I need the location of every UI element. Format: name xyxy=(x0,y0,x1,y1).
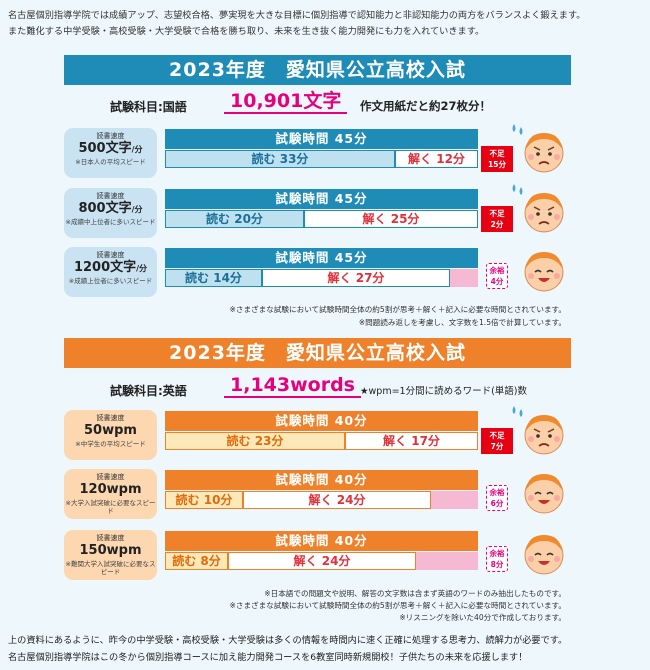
reading-speed-box: 読書速度 150wpm ※難関大学入試突破に必要なスピード xyxy=(64,530,157,580)
exam-time-header: 試験時間 45分 xyxy=(165,248,478,268)
reading-speed-label: 読書速度 xyxy=(96,534,125,542)
solving-time-bar: 解く 25分 xyxy=(304,210,478,228)
reading-speed-description: ※成績中上位者に多いスピード xyxy=(65,218,156,226)
solving-time-bar: 解く 24分 xyxy=(228,552,416,570)
english-footnote-1: ※日本語での問題文や説明、解答の文字数は含まず英語のワードのみ抽出したものです。 xyxy=(264,589,566,598)
status-minutes: 15分 xyxy=(488,160,506,169)
reading-speed-description: ※中学生の平均スピード xyxy=(75,440,146,448)
spare-time-bar xyxy=(416,552,478,570)
status-word: 余裕 xyxy=(489,549,505,558)
sweat-drop-icon xyxy=(510,122,526,136)
reading-speed-description: ※大学入試突破に必要なスピード xyxy=(65,499,156,515)
japanese-subject-label: 試験科目:国語 xyxy=(110,100,187,114)
reading-time-bar: 読む 23分 xyxy=(165,432,345,450)
reading-time-bar: 読む 8分 xyxy=(165,552,228,570)
reading-time-bar: 読む 33分 xyxy=(165,150,395,168)
outro-line-2: 名古屋個別指導学院はこの冬から個別指導コースに加え能力開発コースを6教室同時新規… xyxy=(8,652,528,663)
reading-speed-value: 800文字/分 xyxy=(64,201,157,218)
reading-speed-number: 50wpm xyxy=(84,423,137,438)
reading-speed-unit: /分 xyxy=(136,264,148,273)
japanese-footnote-1: ※さまざまな試験において試験時間全体の約5割が思考＋解く＋記入に必要な時間とされ… xyxy=(229,305,566,314)
reading-speed-description: ※日本人の平均スピード xyxy=(75,158,146,166)
exam-time-header: 試験時間 45分 xyxy=(165,129,478,149)
reading-speed-label: 読書速度 xyxy=(96,132,125,140)
reading-speed-number: 1200文字 xyxy=(73,260,137,275)
status-minutes: 8分 xyxy=(490,560,504,569)
solving-time-bar: 解く 27分 xyxy=(262,269,450,287)
reading-speed-number: 500文字 xyxy=(78,141,132,156)
status-word: 不足 xyxy=(489,431,505,440)
status-minutes: 7分 xyxy=(490,442,504,451)
time-surplus-badge: 余裕 4分 xyxy=(486,263,508,289)
intro-line-2: また難化する中学受験・高校受験・大学受験で合格を勝ち取り、未来を生き抜く能力開発… xyxy=(8,26,485,37)
smiling-child-face-icon xyxy=(520,246,568,294)
exam-time-header: 試験時間 40分 xyxy=(165,470,478,490)
reading-speed-value: 500文字/分 xyxy=(64,141,157,158)
reading-speed-value: 50wpm xyxy=(64,423,157,440)
reading-speed-label: 読書速度 xyxy=(96,251,125,259)
spare-time-bar xyxy=(431,491,478,509)
sweat-drop-icon xyxy=(510,404,526,418)
status-word: 余裕 xyxy=(489,266,505,275)
reading-speed-description: ※難関大学入試突破に必要なスピード xyxy=(65,560,156,576)
reading-time-bar: 読む 10分 xyxy=(165,491,243,509)
solving-time-bar: 解く 12分 xyxy=(395,150,478,168)
reading-speed-box: 読書速度 800文字/分 ※成績中上位者に多いスピード xyxy=(64,188,157,238)
status-minutes: 6分 xyxy=(490,499,504,508)
reading-speed-box: 読書速度 500文字/分 ※日本人の平均スピード xyxy=(64,128,157,178)
reading-speed-box: 読書速度 120wpm ※大学入試突破に必要なスピード xyxy=(64,469,157,519)
time-surplus-badge: 余裕 6分 xyxy=(486,485,508,511)
outro-line-1: 上の資料にあるように、昨今の中学受験・高校受験・大学受験は多くの情報を時間内に速… xyxy=(8,635,568,646)
reading-speed-unit: /分 xyxy=(131,145,143,154)
status-word: 不足 xyxy=(489,149,505,158)
english-word-count: 1,143words xyxy=(224,374,361,398)
time-surplus-badge: 余裕 8分 xyxy=(486,546,508,572)
sweat-drop-icon xyxy=(510,182,526,196)
reading-speed-value: 1200文字/分 xyxy=(64,260,157,277)
english-footnote-3: ※リスニングを除いた40分で作成しております。 xyxy=(399,613,566,622)
reading-speed-description: ※成績上位者に多いスピード xyxy=(68,277,153,285)
time-shortage-badge: 不足 7分 xyxy=(481,428,513,454)
smiling-child-face-icon xyxy=(520,468,568,516)
spare-time-bar xyxy=(450,269,478,287)
reading-speed-label: 読書速度 xyxy=(96,473,125,481)
reading-speed-box: 読書速度 50wpm ※中学生の平均スピード xyxy=(64,410,157,460)
japanese-manuscript-note: 作文用紙だと約27枚分！ xyxy=(360,99,492,113)
reading-speed-unit: /分 xyxy=(131,205,143,214)
reading-speed-value: 120wpm xyxy=(64,482,157,499)
worried-child-face-icon xyxy=(520,187,568,235)
reading-speed-label: 読書速度 xyxy=(96,192,125,200)
japanese-character-count: 10,901文字 xyxy=(224,90,348,114)
exam-time-header: 試験時間 45分 xyxy=(165,189,478,209)
reading-time-bar: 読む 14分 xyxy=(165,269,262,287)
smiling-child-face-icon xyxy=(520,529,568,577)
reading-time-bar: 読む 20分 xyxy=(165,210,304,228)
japanese-footnote-2: ※問題読み返しを考慮し、文字数を1.5倍で計算しています。 xyxy=(358,318,566,327)
japanese-section-banner: 2023年度 愛知県公立高校入試 xyxy=(64,55,571,85)
intro-line-1: 名古屋個別指導学院では成績アップ、志望校合格、夢実現を大きな目標に個別指導で認知… xyxy=(8,10,586,21)
status-minutes: 4分 xyxy=(490,277,504,286)
reading-speed-value: 150wpm xyxy=(64,543,157,560)
reading-speed-label: 読書速度 xyxy=(96,414,125,422)
worried-child-face-icon xyxy=(520,409,568,457)
solving-time-bar: 解く 24分 xyxy=(243,491,431,509)
time-shortage-badge: 不足 2分 xyxy=(481,206,513,232)
exam-time-header: 試験時間 40分 xyxy=(165,531,478,551)
exam-time-header: 試験時間 40分 xyxy=(165,411,478,431)
english-section-banner: 2023年度 愛知県公立高校入試 xyxy=(64,338,571,368)
english-footnote-2: ※さまざまな試験において試験時間全体の約5割が思考＋解く＋記入に必要な時間とされ… xyxy=(229,601,566,610)
english-subject-label: 試験科目:英語 xyxy=(110,384,187,398)
time-shortage-badge: 不足 15分 xyxy=(481,146,513,172)
reading-speed-number: 150wpm xyxy=(79,543,142,558)
english-wpm-note: ★wpm=1分間に読めるワード(単語)数 xyxy=(360,386,527,397)
reading-speed-box: 読書速度 1200文字/分 ※成績上位者に多いスピード xyxy=(64,247,157,297)
worried-child-face-icon xyxy=(520,127,568,175)
reading-speed-number: 120wpm xyxy=(79,482,142,497)
status-minutes: 2分 xyxy=(490,220,504,229)
status-word: 不足 xyxy=(489,209,505,218)
solving-time-bar: 解く 17分 xyxy=(345,432,478,450)
status-word: 余裕 xyxy=(489,488,505,497)
reading-speed-number: 800文字 xyxy=(78,201,132,216)
